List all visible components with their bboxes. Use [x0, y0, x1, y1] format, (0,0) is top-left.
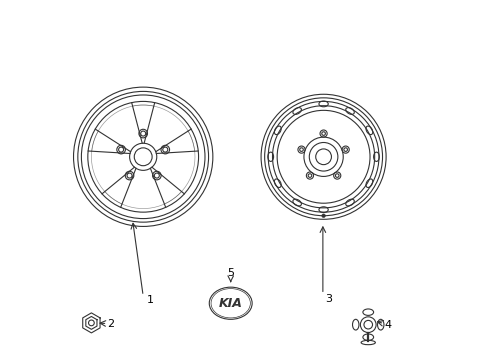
Text: 2: 2: [107, 319, 115, 329]
Text: 3: 3: [325, 294, 332, 303]
Text: 4: 4: [384, 320, 392, 330]
Text: KIA: KIA: [219, 297, 243, 310]
Text: 1: 1: [147, 295, 154, 305]
Text: 5: 5: [227, 268, 234, 278]
Circle shape: [322, 214, 325, 217]
